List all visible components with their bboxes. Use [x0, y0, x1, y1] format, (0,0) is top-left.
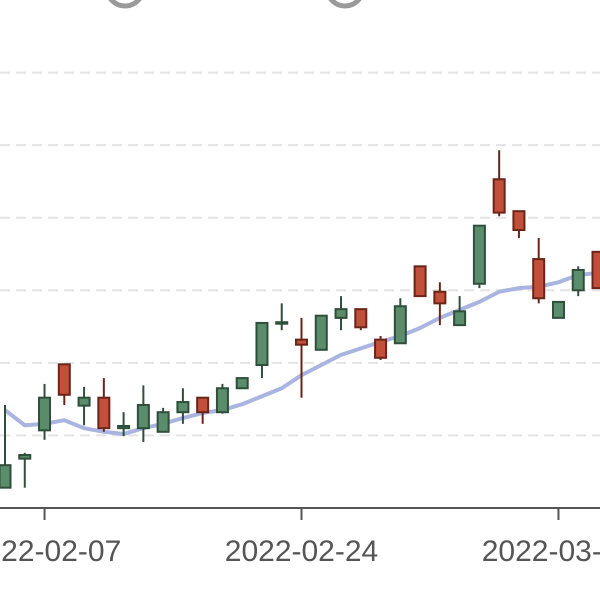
candle-body	[512, 210, 526, 232]
legend-icon	[108, 0, 142, 9]
candle-body	[196, 396, 210, 414]
candle-body	[551, 300, 565, 319]
candle-body	[453, 310, 467, 327]
candle-body	[354, 308, 368, 329]
x-tick-label: 2022-02-07	[0, 535, 121, 568]
candle-body	[136, 403, 150, 430]
x-tick-label: 2022-02-24	[225, 535, 378, 568]
legend-icon	[328, 0, 362, 9]
candle-body	[176, 401, 190, 414]
candle-body	[0, 464, 12, 489]
candle-body	[472, 224, 486, 285]
candle-body	[77, 396, 91, 407]
candle-body	[433, 290, 447, 305]
candle-body	[38, 396, 52, 432]
candle-body	[275, 321, 289, 325]
candle-body	[393, 305, 407, 345]
candle-body	[255, 321, 269, 367]
candle-body	[156, 411, 170, 433]
candle-body	[532, 258, 546, 300]
candle-body	[97, 396, 111, 430]
candle-body	[571, 268, 585, 292]
candle-body	[591, 250, 600, 290]
candle-body	[492, 178, 506, 214]
candle-body	[215, 387, 229, 414]
candle-body	[334, 308, 348, 319]
candle-body	[57, 363, 71, 396]
candle-body	[117, 424, 131, 430]
candle-body	[374, 338, 388, 359]
candle-body	[235, 377, 249, 390]
candle-body	[295, 338, 308, 346]
candle-body	[18, 454, 32, 460]
candle-body	[314, 314, 328, 351]
candle-body	[413, 265, 427, 298]
x-tick-label: 2022-03-15	[482, 535, 600, 568]
